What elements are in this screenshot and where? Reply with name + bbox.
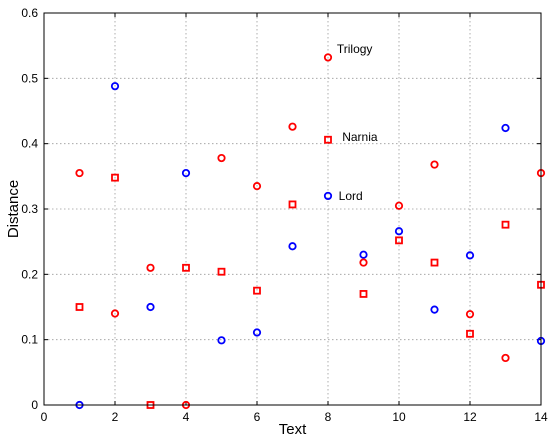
data-point-square [466, 329, 474, 338]
data-point-square [288, 200, 297, 209]
data-point-blue [501, 123, 510, 133]
data-point-red [430, 160, 439, 169]
annotation-label: Narnia [342, 130, 378, 144]
data-point-square [359, 290, 368, 298]
data-point-red [110, 309, 120, 318]
data-point-blue [110, 82, 120, 91]
data-point-blue [288, 242, 297, 251]
data-point-red [75, 168, 84, 178]
data-points [75, 53, 546, 410]
x-tick-label: 10 [392, 410, 406, 424]
data-point-blue [430, 305, 439, 314]
data-point-red [288, 122, 297, 131]
y-tick-label: 0.5 [21, 71, 38, 85]
y-tick-label: 0 [31, 398, 38, 412]
y-tick-label: 0.4 [21, 137, 38, 151]
data-point-square [253, 286, 261, 295]
data-point-square [182, 263, 190, 272]
x-tick-label: 8 [325, 410, 332, 424]
y-axis-label: Distance [5, 180, 22, 238]
y-tick-label: 0.3 [21, 202, 38, 216]
data-point-square [324, 135, 332, 144]
data-point-red [323, 53, 333, 62]
data-point-red [217, 153, 226, 163]
data-point-blue [252, 328, 262, 337]
data-point-blue [359, 250, 368, 259]
y-tick-label: 0.2 [21, 267, 38, 281]
x-axis-label: Text [279, 421, 307, 438]
grid [44, 13, 541, 405]
annotation-label: Trilogy [337, 42, 373, 56]
data-point-blue [181, 168, 191, 178]
data-point-blue [394, 227, 404, 236]
ticks: 0 2 4 6 8 10 12 14 0 0.1 0.2 0.3 0.4 0.5 0.6 [21, 6, 548, 424]
data-point-square [501, 220, 510, 229]
plot-frame [43, 12, 542, 406]
annotation-label: Lord [339, 189, 363, 203]
y-tick-label: 0.6 [21, 6, 38, 20]
data-point-square [111, 173, 119, 182]
data-point-square [217, 267, 226, 276]
x-tick-label: 4 [183, 410, 190, 424]
x-tick-label: 6 [254, 410, 261, 424]
annotations: Trilogy Narnia Lord [337, 42, 378, 203]
data-point-square [395, 236, 403, 245]
data-point-blue [146, 302, 155, 312]
data-point-blue [465, 251, 475, 260]
data-point-square [75, 303, 84, 311]
data-point-red [359, 258, 368, 267]
data-point-red [501, 353, 510, 363]
data-point-red [146, 263, 155, 272]
data-point-red [394, 201, 404, 210]
x-tick-label: 2 [112, 410, 119, 424]
x-tick-label: 0 [41, 410, 48, 424]
data-point-red [252, 182, 262, 191]
x-tick-label: 12 [463, 410, 477, 424]
data-point-blue [217, 336, 226, 345]
data-point-square [430, 258, 439, 267]
data-point-blue [323, 191, 333, 201]
data-point-red [465, 310, 475, 319]
x-tick-label: 14 [534, 410, 548, 424]
y-tick-label: 0.1 [21, 333, 38, 347]
